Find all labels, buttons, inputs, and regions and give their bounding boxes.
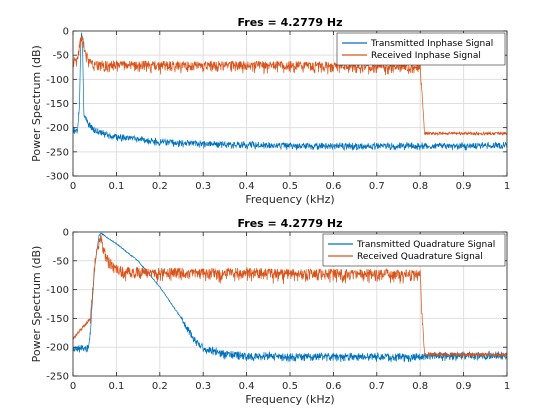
x-tick-label: 0.8 <box>412 181 428 192</box>
x-tick-label: 0.1 <box>108 381 124 392</box>
y-tick-label: -50 <box>53 256 69 267</box>
x-tick-label: 0.9 <box>456 181 472 192</box>
chart-title: Fres = 4.2779 Hz <box>237 16 342 29</box>
y-tick-label: -150 <box>46 99 69 110</box>
legend-entry-1: Transmitted Inphase Signal <box>370 39 493 49</box>
y-tick-label: 0 <box>63 228 69 239</box>
legend-entry-2: Received Inphase Signal <box>371 51 481 61</box>
y-axis-label: Power Spectrum (dB) <box>30 45 43 162</box>
y-tick-label: 0 <box>63 27 69 38</box>
legend-entry-2: Received Quadrature Signal <box>357 252 483 262</box>
series-line-2 <box>73 36 507 137</box>
x-tick-label: 1 <box>504 181 510 192</box>
x-tick-label: 0.5 <box>282 181 298 192</box>
x-tick-label: 0.5 <box>282 381 298 392</box>
x-tick-label: 0.4 <box>239 381 255 392</box>
x-axis-label: Frequency (kHz) <box>245 393 334 406</box>
x-tick-label: 0.2 <box>152 181 168 192</box>
y-tick-label: -150 <box>46 314 69 325</box>
y-tick-label: -100 <box>46 75 69 86</box>
x-tick-label: 0 <box>70 381 76 392</box>
subplot-2: 0 0.1 0.2 0.3 0.4 0.5 0.6 0.7 0.8 0.9 1 -250 -200 -15… <box>30 217 510 406</box>
x-tick-label: 0.4 <box>239 181 255 192</box>
y-tick-label: -300 <box>46 172 69 183</box>
x-tick-label: 0.3 <box>195 181 211 192</box>
chart-title: Fres = 4.2779 Hz <box>237 217 342 230</box>
y-tick-label: -100 <box>46 285 69 296</box>
series-line-1 <box>73 32 507 152</box>
legend-box <box>336 32 506 66</box>
series-group <box>73 32 507 152</box>
x-tick-label: 0.6 <box>325 181 341 192</box>
x-tick-label: 0.6 <box>325 381 341 392</box>
legend-entry-1: Transmitted Quadrature Signal <box>356 240 495 250</box>
legend: Transmitted Quadrature Signal Received Qu… <box>322 233 506 267</box>
y-tick-label: -200 <box>46 343 69 354</box>
x-tick-label: 1 <box>504 381 510 392</box>
y-tick-label: -50 <box>53 51 69 62</box>
x-tick-label: 0 <box>70 181 76 192</box>
x-tick-label: 0.7 <box>369 381 385 392</box>
subplot-1: 0 0.1 0.2 0.3 0.4 0.5 0.6 0.7 0.8 0.9 1 -300 -250 -20… <box>30 16 510 206</box>
subplots: 0 0.1 0.2 0.3 0.4 0.5 0.6 0.7 0.8 0.9 1 -300 -250 -20… <box>30 16 510 406</box>
x-tick-label: 0.2 <box>152 381 168 392</box>
x-tick-label: 0.7 <box>369 181 385 192</box>
y-tick-label: -250 <box>46 147 69 158</box>
y-tick-label: -200 <box>46 123 69 134</box>
x-tick-label: 0.9 <box>456 381 472 392</box>
y-axis-label: Power Spectrum (dB) <box>30 246 43 363</box>
x-tick-label: 0.1 <box>108 181 124 192</box>
y-tick-label: -250 <box>46 372 69 383</box>
x-axis-label: Frequency (kHz) <box>245 193 334 206</box>
series-line-2 <box>73 234 507 358</box>
series-group <box>73 232 507 363</box>
x-tick-label: 0.8 <box>412 381 428 392</box>
legend-box <box>322 233 506 267</box>
x-tick-label: 0.3 <box>195 381 211 392</box>
legend: Transmitted Inphase Signal Received Inpha… <box>336 32 506 66</box>
